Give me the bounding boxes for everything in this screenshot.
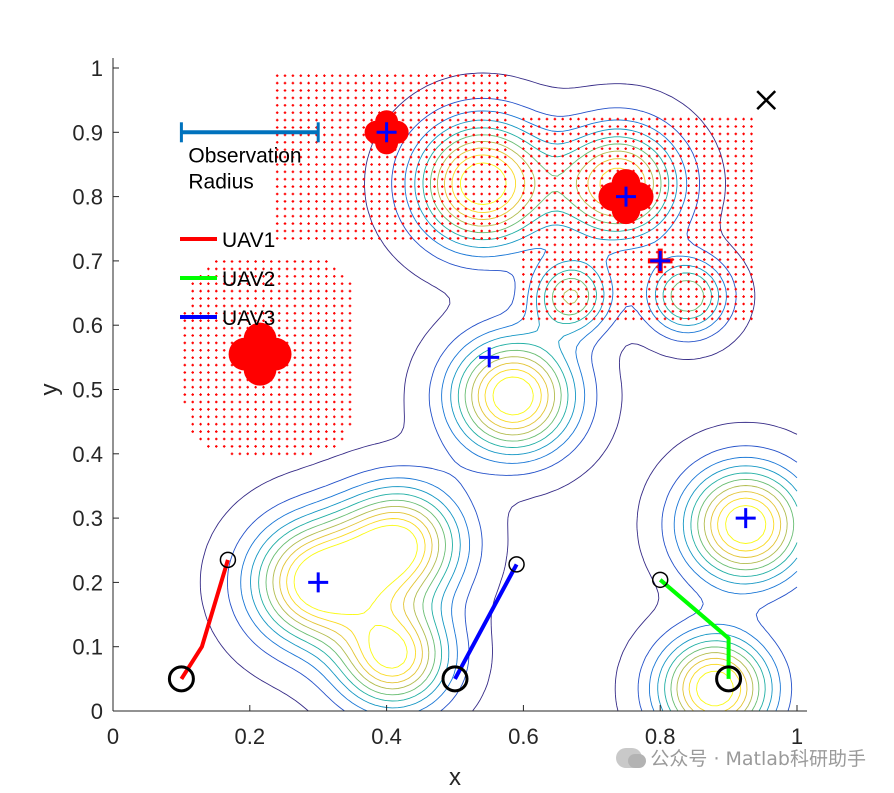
y-tick-label-0.3: 0.3: [72, 506, 103, 531]
target-markers: [308, 90, 777, 593]
observed-region-3: [183, 260, 352, 456]
x-tick-label-1: 1: [791, 724, 803, 749]
y-tick-label-0.6: 0.6: [72, 313, 103, 338]
y-tick-label-0.8: 0.8: [72, 185, 103, 210]
y-tick-label-0.7: 0.7: [72, 249, 103, 274]
contour-level-4: [250, 119, 798, 712]
uav-1: [167, 551, 237, 693]
legend-item-1: UAV1: [180, 229, 275, 252]
contour-level-3: [240, 110, 798, 712]
target-marker-4: [650, 250, 671, 271]
uav-2: [651, 571, 743, 693]
contour-level-1: [199, 72, 798, 712]
observed-dots: [183, 74, 753, 456]
uav-start-2: [715, 665, 743, 693]
watermark-text: 公众号 · Matlab科研助手: [650, 748, 866, 770]
legend-item-3: UAV3: [180, 307, 275, 330]
y-axis-label: y: [36, 384, 63, 396]
uav-paths: [167, 551, 743, 693]
axes: 0 0.2 0.4 0.6 0.8 1 0 0.1 0.2 0.3 0.4 0.5 0.6 0.7 0.8 0…: [72, 56, 807, 749]
uav-start-3: [441, 665, 469, 693]
uav-path-3: [453, 563, 519, 680]
legend-label-3: UAV3: [222, 307, 275, 330]
wechat-icon: [616, 747, 647, 768]
observation-radius-label-2: Radius: [188, 170, 253, 193]
uav-path-2: [658, 578, 731, 679]
contour-level-9: [286, 154, 775, 712]
uav-position-3: [508, 556, 525, 573]
target-marker-2: [376, 122, 397, 143]
target-marker-6: [735, 508, 756, 529]
y-tick-label-0.5: 0.5: [72, 378, 103, 403]
observed-region-2: [522, 117, 753, 321]
contour-lines: [199, 72, 798, 712]
y-tick-label-0.1: 0.1: [72, 635, 103, 660]
uav-position-1: [219, 551, 237, 569]
y-tick-label-1: 1: [91, 56, 103, 81]
uav-3: [441, 556, 525, 693]
observation-radius-bar: [179, 122, 320, 143]
x-tick-label-0.6: 0.6: [508, 724, 539, 749]
legend-label-2: UAV2: [222, 268, 275, 291]
contour-level-7: [272, 140, 788, 712]
legend: UAV1 UAV2 UAV3: [180, 229, 275, 330]
x-tick-label-0: 0: [107, 724, 119, 749]
x-tick-label-0.4: 0.4: [371, 724, 402, 749]
target-marker-5: [308, 572, 329, 593]
contour-level-2: [227, 97, 798, 712]
uav-position-2: [651, 571, 669, 589]
target-marker-1: [479, 347, 500, 368]
uav-start-1: [167, 665, 195, 693]
y-tick-label-0: 0: [91, 699, 103, 724]
detected-marker-1: [228, 322, 292, 386]
contour-level-10: [293, 162, 767, 707]
uav-path-1: [179, 559, 230, 680]
y-tick-label-0.9: 0.9: [72, 120, 103, 145]
x-tick-label-0.2: 0.2: [235, 724, 266, 749]
y-tick-label-0.2: 0.2: [72, 570, 103, 595]
observation-radius-label-1: Observation: [188, 144, 301, 167]
goal-x-marker: [756, 90, 777, 111]
legend-label-1: UAV1: [222, 229, 275, 252]
y-tick-label-0.4: 0.4: [72, 442, 103, 467]
contour-level-5: [258, 127, 798, 712]
target-marker-3: [616, 186, 636, 207]
watermark: 公众号 · Matlab科研助手: [616, 744, 866, 771]
x-axis-label: x: [449, 764, 461, 791]
x-tick-label-0.8: 0.8: [645, 724, 676, 749]
legend-item-2: UAV2: [180, 268, 275, 291]
